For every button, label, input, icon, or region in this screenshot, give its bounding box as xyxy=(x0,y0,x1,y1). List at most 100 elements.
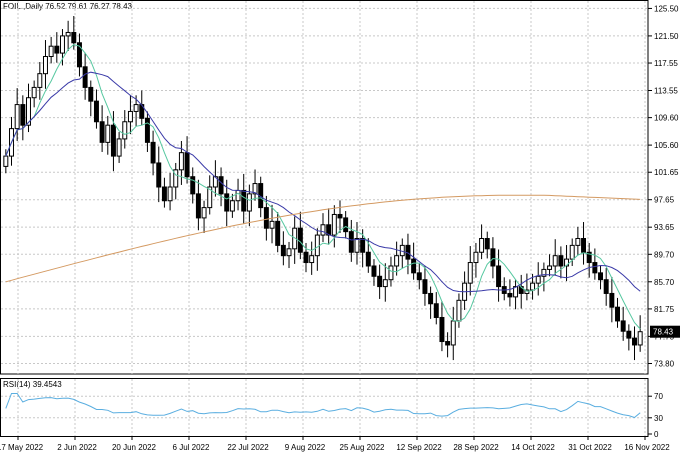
candle-body xyxy=(637,331,643,346)
candle-body xyxy=(201,207,207,219)
candle-body xyxy=(59,35,65,54)
candle-body xyxy=(337,213,343,219)
rsi-pane-frame xyxy=(0,378,649,437)
candle-body xyxy=(122,121,128,140)
candle-body xyxy=(269,220,275,229)
candle-body xyxy=(620,320,626,332)
candle-body xyxy=(286,248,292,257)
candle-body xyxy=(331,213,337,236)
candle-body xyxy=(173,169,179,188)
y-tick-label: 113.55 xyxy=(654,87,678,96)
candle-body xyxy=(110,124,116,157)
candle-body xyxy=(263,207,269,229)
candle-body xyxy=(411,258,417,274)
candle-body xyxy=(450,320,456,346)
candle-body xyxy=(479,238,485,253)
candle-body xyxy=(292,227,298,250)
candle-body xyxy=(603,279,609,294)
candle-body xyxy=(31,86,37,99)
candle-body xyxy=(218,176,224,195)
x-tick-label: 28 Sep 2022 xyxy=(453,443,499,452)
candle-body xyxy=(105,124,111,143)
candle-body xyxy=(26,97,31,126)
rsi-title: RSI(14) 39.4543 xyxy=(3,380,62,389)
y-tick-label: 117.55 xyxy=(654,59,678,68)
candle-body xyxy=(20,104,26,126)
rsi-line xyxy=(5,393,641,419)
main-pane-frame xyxy=(0,0,649,375)
candle-body xyxy=(360,238,366,253)
candle-body xyxy=(558,255,564,267)
candle-body xyxy=(65,31,71,37)
y-tick-label: 109.60 xyxy=(654,114,679,123)
candle-body xyxy=(314,234,320,257)
ma-fast-line xyxy=(5,43,641,330)
candle-body xyxy=(530,282,536,291)
candle-body xyxy=(48,45,54,58)
candle-body xyxy=(280,244,286,257)
candle-body xyxy=(82,66,88,88)
x-tick-label: 20 Jun 2022 xyxy=(112,443,157,452)
candle-body xyxy=(195,193,201,219)
y-tick-label: 73.80 xyxy=(654,360,675,369)
y-tick-label: 121.50 xyxy=(654,32,679,41)
candle-body xyxy=(309,255,315,264)
candle-body xyxy=(598,272,604,281)
candle-body xyxy=(365,251,371,267)
candle-body xyxy=(297,227,303,253)
candle-body xyxy=(490,248,496,267)
candle-body xyxy=(224,193,230,212)
candle-body xyxy=(348,231,354,253)
candle-body xyxy=(275,220,281,246)
x-tick-label: 6 Jul 2022 xyxy=(173,443,210,452)
candle-body xyxy=(320,224,326,236)
candle-body xyxy=(377,275,383,288)
candle-body xyxy=(586,251,592,264)
candle-body xyxy=(167,186,173,202)
last-price-label: 78.43 xyxy=(653,328,674,337)
x-tick-label: 14 Oct 2022 xyxy=(511,443,555,452)
x-tick-label: 31 Oct 2022 xyxy=(568,443,612,452)
candle-body xyxy=(592,262,598,274)
candle-body xyxy=(229,200,235,212)
candle-body xyxy=(14,104,20,130)
last-price-tag xyxy=(650,325,680,338)
candle-body xyxy=(3,155,9,167)
chart-title: FOIL.,Daily 76.52 79.61 76.27 78.43 xyxy=(3,2,132,11)
candle-body xyxy=(71,31,77,44)
candle-body xyxy=(581,238,587,253)
x-tick-label: 25 Aug 2022 xyxy=(340,443,385,452)
x-tick-label: 22 Jul 2022 xyxy=(227,443,269,452)
candle-body xyxy=(156,162,162,188)
candle-body xyxy=(524,289,530,294)
candle-body xyxy=(416,272,422,281)
y-tick-label: 93.65 xyxy=(654,223,675,232)
candle-body xyxy=(632,337,637,346)
ma-mid-line xyxy=(5,71,641,293)
y-tick-label: 81.75 xyxy=(654,305,675,314)
x-tick-label: 17 May 2022 xyxy=(0,443,44,452)
ma-slow-line xyxy=(5,194,641,283)
candle-body xyxy=(54,45,60,54)
candle-body xyxy=(371,265,377,277)
y-tick-label: 85.70 xyxy=(654,278,675,287)
y-tick-label: 105.60 xyxy=(654,141,679,150)
candle-body xyxy=(541,268,547,277)
rsi-tick-label: 70 xyxy=(654,392,663,401)
rsi-tick-label: 30 xyxy=(654,414,663,423)
candle-body xyxy=(496,265,502,288)
candle-body xyxy=(88,86,94,102)
candle-body xyxy=(609,292,615,308)
candle-body xyxy=(178,152,184,171)
candle-body xyxy=(456,299,462,322)
candle-body xyxy=(513,286,519,298)
candle-body xyxy=(246,193,252,212)
candle-body xyxy=(127,110,133,123)
candle-body xyxy=(484,238,490,250)
candle-body xyxy=(575,238,581,246)
candle-body xyxy=(93,100,99,123)
candle-body xyxy=(382,279,388,288)
candle-body xyxy=(150,141,156,164)
